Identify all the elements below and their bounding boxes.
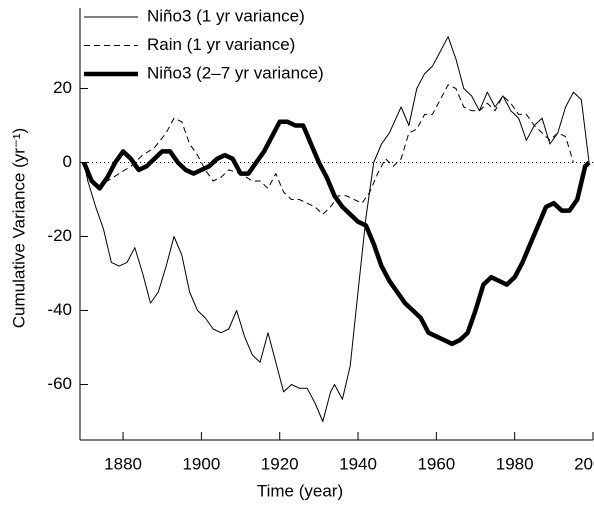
x-tick-label: 1960 — [417, 454, 455, 473]
y-tick-label: -20 — [47, 226, 72, 245]
x-tick-label: 1880 — [104, 454, 142, 473]
y-tick-label: -40 — [47, 300, 72, 319]
y-tick-label: 0 — [63, 152, 72, 171]
x-tick-label: 1900 — [182, 454, 220, 473]
x-tick-label: 2000 — [574, 454, 594, 473]
y-tick-label: 20 — [53, 78, 72, 97]
x-tick-label: 1940 — [339, 454, 377, 473]
x-axis-label: Time (year) — [257, 481, 343, 500]
series-line — [83, 36, 590, 422]
y-tick-label: -60 — [47, 374, 72, 393]
legend-label: Rain (1 yr variance) — [147, 35, 295, 54]
y-axis-label: Cumulative Variance (yr⁻¹) — [9, 128, 28, 328]
series-line — [81, 119, 591, 347]
legend-label: Niño3 (1 yr variance) — [147, 6, 305, 25]
legend-label: Niño3 (2–7 yr variance) — [147, 63, 324, 82]
series-line — [83, 84, 574, 215]
x-tick-label: 1920 — [261, 454, 299, 473]
x-tick-label: 1980 — [496, 454, 534, 473]
